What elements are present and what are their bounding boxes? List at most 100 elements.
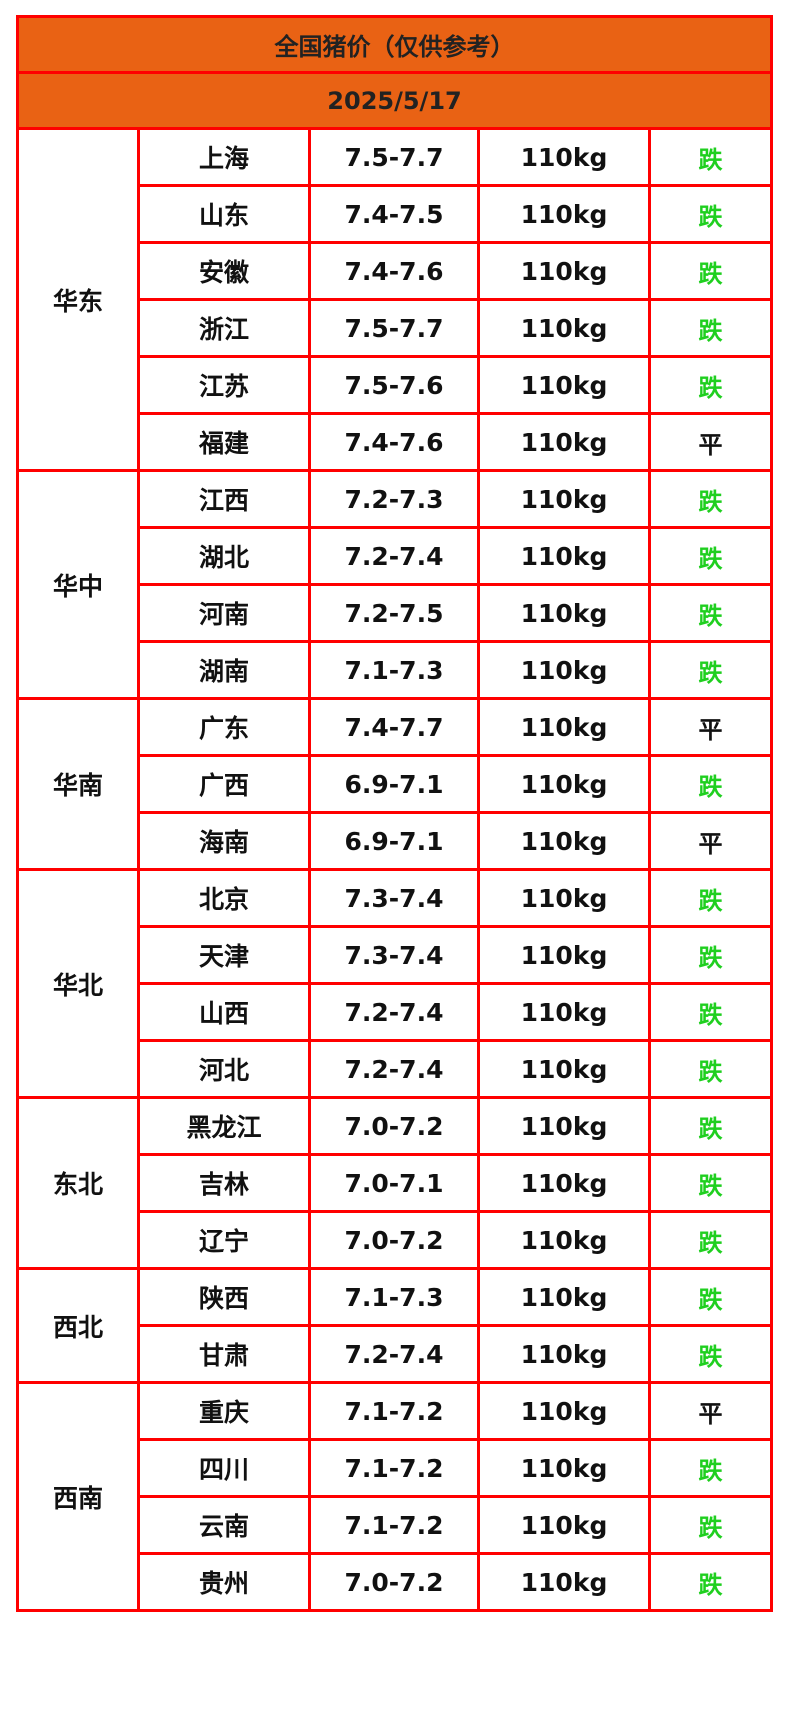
province-cell: 广西 (137, 754, 311, 814)
table-row: 浙江 7.5-7.7 110kg 跌 (18, 298, 774, 358)
table-row: 广西 6.9-7.1 110kg 跌 (18, 754, 774, 814)
table-date: 2025/5/17 (15, 71, 774, 130)
price-cell: 7.2-7.4 (308, 1324, 480, 1384)
region-cell: 华东 (16, 127, 140, 472)
province-cell: 贵州 (137, 1552, 311, 1612)
price-cell: 7.5-7.7 (308, 127, 480, 187)
weight-cell: 110kg (477, 925, 651, 985)
province-cell: 云南 (137, 1495, 311, 1555)
province-cell: 甘肃 (137, 1324, 311, 1384)
province-cell: 四川 (137, 1438, 311, 1498)
price-cell: 7.5-7.6 (308, 355, 480, 415)
price-cell: 7.0-7.2 (308, 1552, 480, 1612)
price-cell: 7.0-7.1 (308, 1153, 480, 1213)
table-row: 山西 7.2-7.4 110kg 跌 (18, 982, 774, 1042)
province-cell: 山西 (137, 982, 311, 1042)
trend-cell: 跌 (647, 127, 774, 187)
weight-cell: 110kg (477, 127, 651, 187)
province-cell: 辽宁 (137, 1210, 311, 1270)
weight-cell: 110kg (477, 868, 651, 928)
weight-cell: 110kg (477, 1267, 651, 1327)
province-cell: 湖北 (137, 526, 311, 586)
table-row: 湖北 7.2-7.4 110kg 跌 (18, 526, 774, 586)
province-cell: 山东 (137, 184, 311, 244)
trend-cell: 跌 (647, 526, 774, 586)
weight-cell: 110kg (477, 1381, 651, 1441)
region-cell: 东北 (16, 1096, 140, 1270)
trend-cell: 跌 (647, 1438, 774, 1498)
region-cell: 西北 (16, 1267, 140, 1384)
price-cell: 7.3-7.4 (308, 868, 480, 928)
weight-cell: 110kg (477, 982, 651, 1042)
price-cell: 7.2-7.3 (308, 469, 480, 529)
province-cell: 江苏 (137, 355, 311, 415)
table-row: 华东 上海 7.5-7.7 110kg 跌 (16, 127, 774, 472)
trend-cell: 跌 (647, 469, 774, 529)
table-row: 华北 北京 7.3-7.4 110kg 跌 (16, 868, 774, 1099)
region-cell: 华南 (16, 697, 140, 871)
table-row: 华中 江西 7.2-7.3 110kg 跌 (16, 469, 774, 700)
weight-cell: 110kg (477, 1039, 651, 1099)
price-cell: 7.0-7.2 (308, 1096, 480, 1156)
trend-cell: 跌 (647, 1210, 774, 1270)
table-row: 四川 7.1-7.2 110kg 跌 (18, 1438, 774, 1498)
price-cell: 7.2-7.4 (308, 1039, 480, 1099)
weight-cell: 110kg (477, 1438, 651, 1498)
table-row: 东北 黑龙江 7.0-7.2 110kg 跌 (16, 1096, 774, 1270)
weight-cell: 110kg (477, 697, 651, 757)
region-cell: 西南 (16, 1381, 140, 1612)
region-cell: 华中 (16, 469, 140, 700)
table-row: 西南 重庆 7.1-7.2 110kg 平 (16, 1381, 774, 1612)
trend-cell: 跌 (647, 298, 774, 358)
trend-cell: 跌 (647, 355, 774, 415)
trend-cell: 跌 (647, 1552, 774, 1612)
weight-cell: 110kg (477, 412, 651, 472)
province-cell: 福建 (137, 412, 311, 472)
trend-cell: 跌 (647, 925, 774, 985)
price-cell: 6.9-7.1 (308, 754, 480, 814)
province-cell: 江西 (137, 469, 311, 529)
table-row: 吉林 7.0-7.1 110kg 跌 (18, 1153, 774, 1213)
trend-cell: 平 (647, 697, 774, 757)
trend-cell: 平 (647, 811, 774, 871)
table-row: 海南 6.9-7.1 110kg 平 (18, 811, 774, 871)
trend-cell: 跌 (647, 1153, 774, 1213)
province-cell: 安徽 (137, 241, 311, 301)
price-cell: 7.1-7.2 (308, 1381, 480, 1441)
weight-cell: 110kg (477, 355, 651, 415)
weight-cell: 110kg (477, 1495, 651, 1555)
weight-cell: 110kg (477, 298, 651, 358)
weight-cell: 110kg (477, 1552, 651, 1612)
price-cell: 7.4-7.7 (308, 697, 480, 757)
region-cell: 华北 (16, 868, 140, 1099)
table-row: 云南 7.1-7.2 110kg 跌 (18, 1495, 774, 1555)
province-cell: 广东 (137, 697, 311, 757)
trend-cell: 跌 (647, 1495, 774, 1555)
table-row: 甘肃 7.2-7.4 110kg 跌 (18, 1324, 774, 1384)
weight-cell: 110kg (477, 1153, 651, 1213)
province-cell: 陕西 (137, 1267, 311, 1327)
weight-cell: 110kg (477, 184, 651, 244)
trend-cell: 跌 (647, 982, 774, 1042)
price-cell: 7.5-7.7 (308, 298, 480, 358)
province-cell: 上海 (137, 127, 311, 187)
price-cell: 7.2-7.5 (308, 583, 480, 643)
trend-cell: 跌 (647, 184, 774, 244)
weight-cell: 110kg (477, 469, 651, 529)
province-cell: 天津 (137, 925, 311, 985)
table-row: 华南 广东 7.4-7.7 110kg 平 (16, 697, 774, 871)
table-row: 安徽 7.4-7.6 110kg 跌 (18, 241, 774, 301)
price-cell: 7.1-7.3 (308, 640, 480, 700)
table-title: 全国猪价（仅供参考） (15, 15, 774, 74)
price-cell: 7.0-7.2 (308, 1210, 480, 1270)
price-cell: 7.4-7.6 (308, 241, 480, 301)
price-cell: 7.2-7.4 (308, 526, 480, 586)
trend-cell: 跌 (647, 754, 774, 814)
price-cell: 7.1-7.2 (308, 1438, 480, 1498)
table-row: 湖南 7.1-7.3 110kg 跌 (18, 640, 774, 700)
weight-cell: 110kg (477, 583, 651, 643)
trend-cell: 跌 (647, 583, 774, 643)
price-cell: 7.4-7.6 (308, 412, 480, 472)
province-cell: 海南 (137, 811, 311, 871)
weight-cell: 110kg (477, 640, 651, 700)
